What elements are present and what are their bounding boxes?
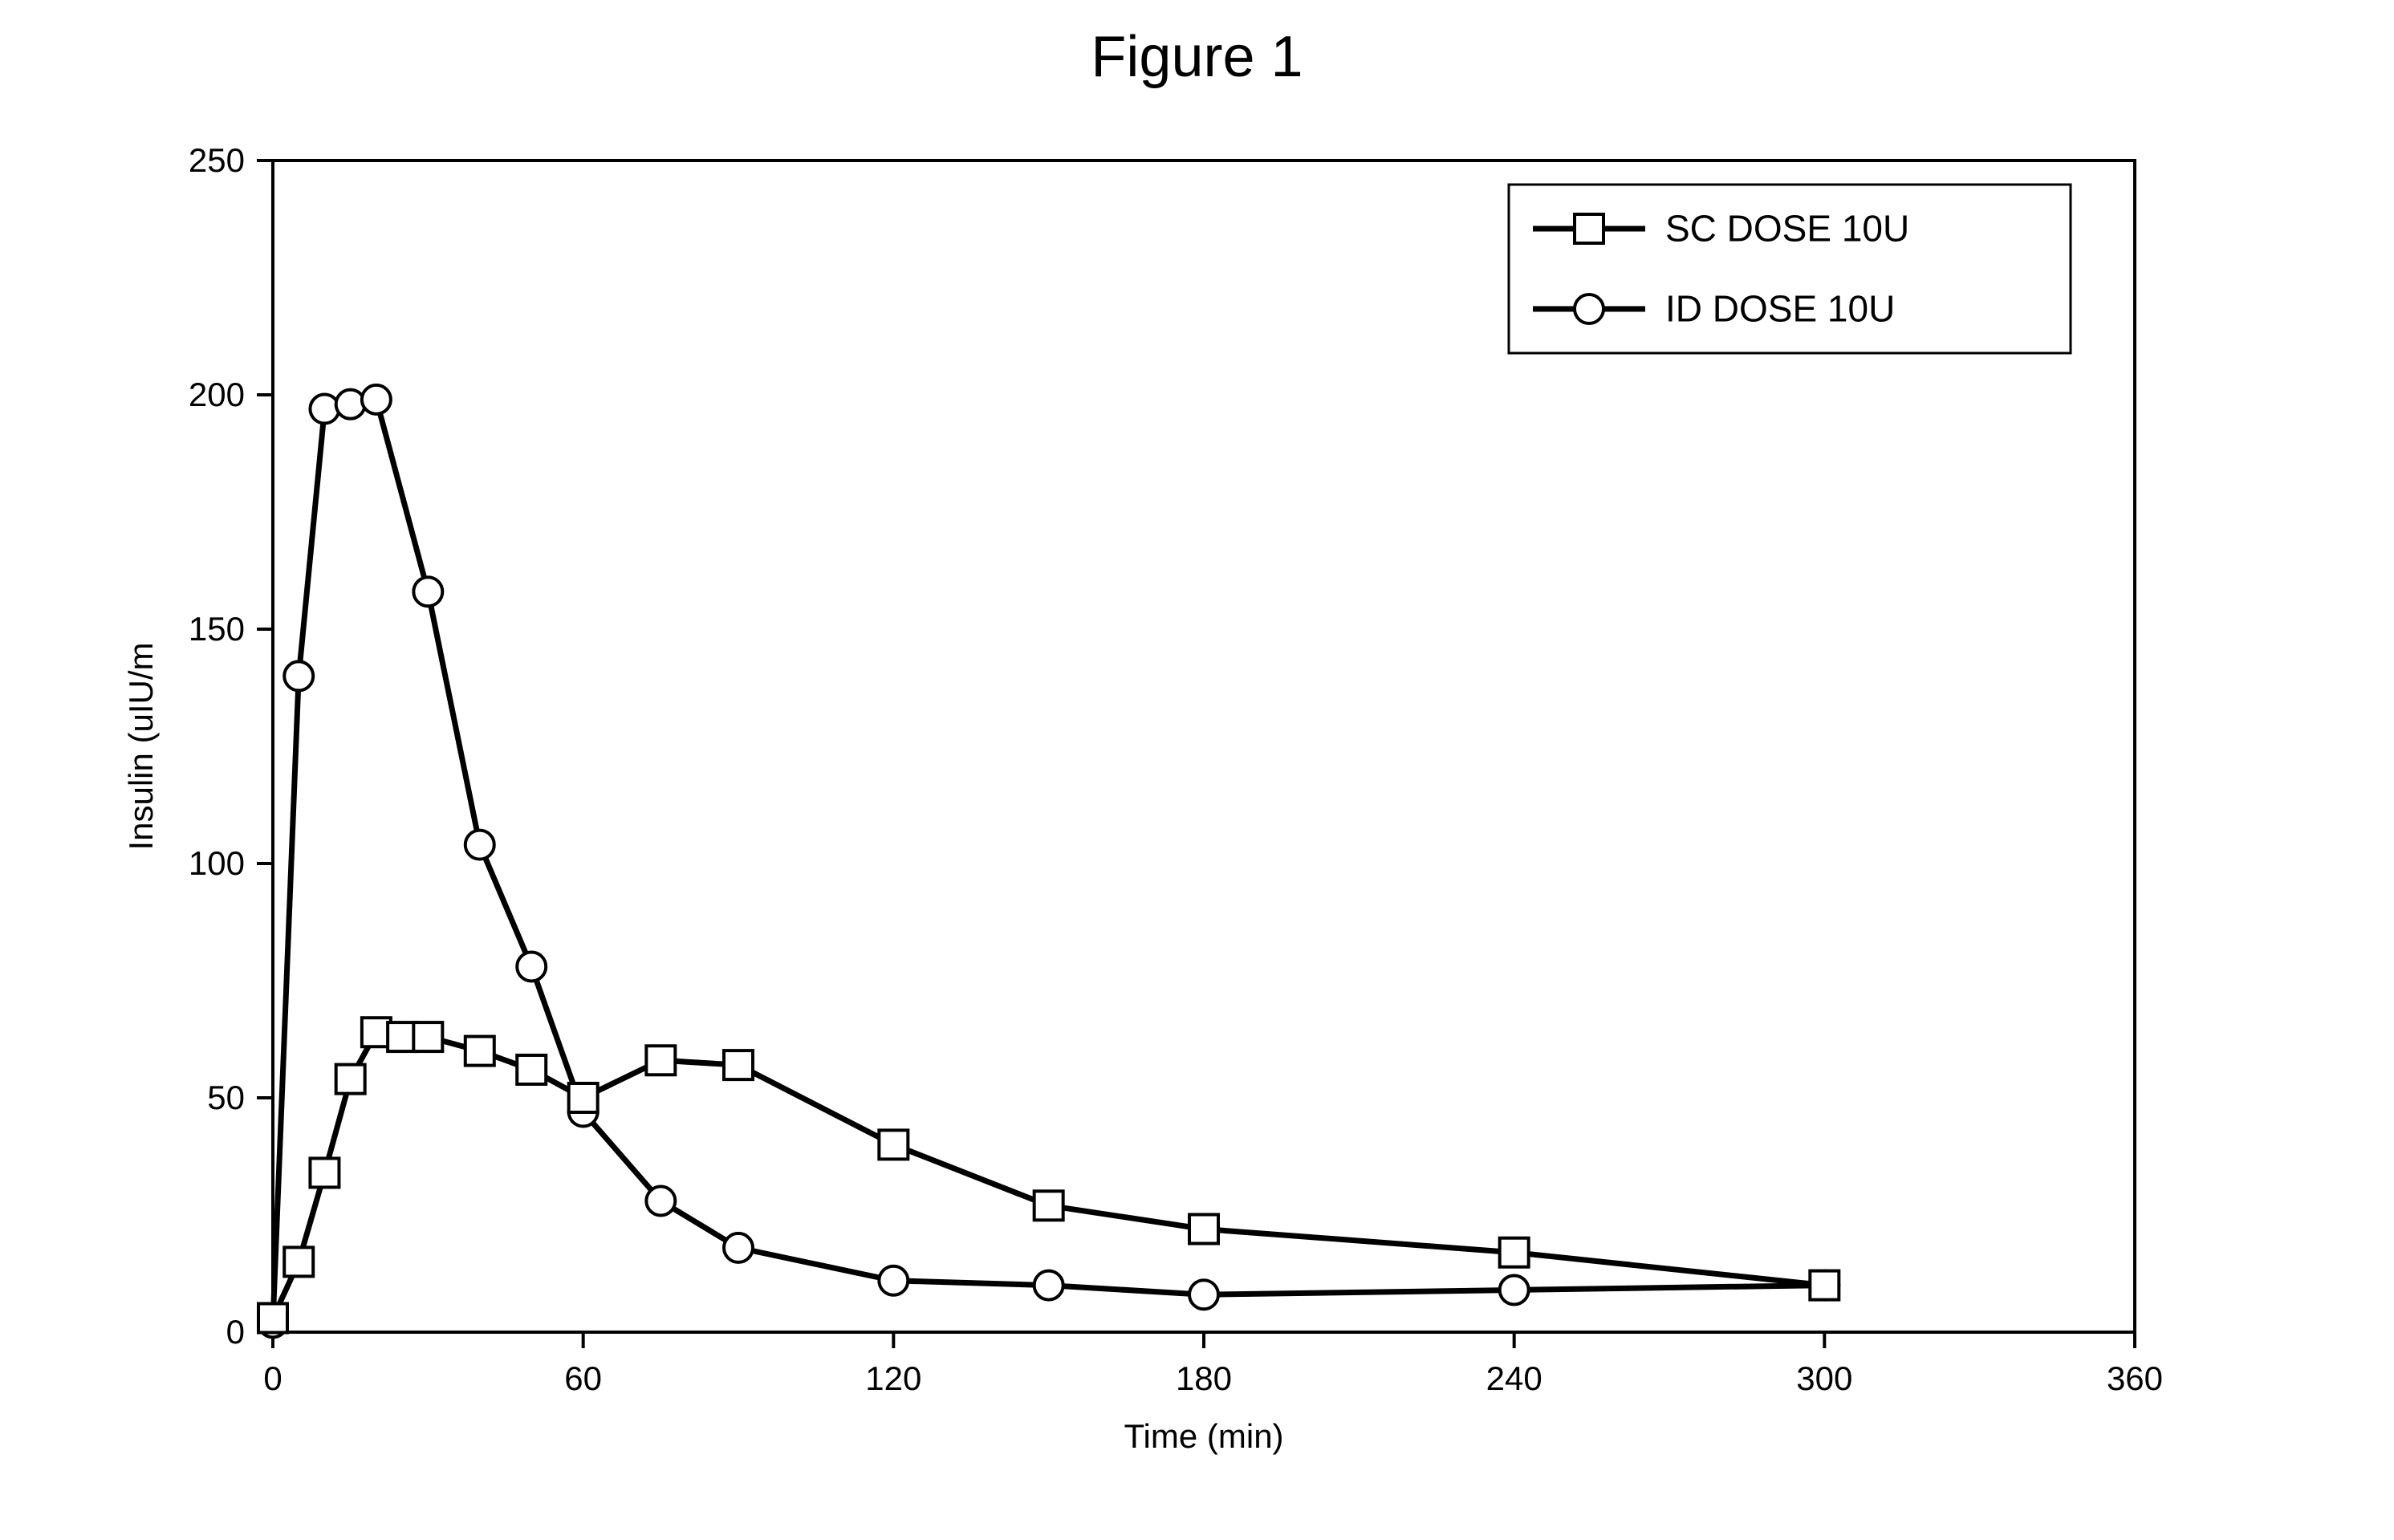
sc-marker bbox=[1810, 1271, 1839, 1300]
id-marker bbox=[1034, 1271, 1063, 1300]
id-marker bbox=[1500, 1275, 1529, 1304]
x-tick-label: 60 bbox=[564, 1359, 602, 1397]
y-axis-label: Insulin (uIU/m bbox=[122, 642, 160, 850]
y-tick-label: 100 bbox=[189, 844, 245, 882]
sc-marker bbox=[465, 1037, 494, 1066]
x-axis-label: Time (min) bbox=[1124, 1417, 1283, 1455]
sc-marker bbox=[310, 1158, 339, 1187]
id-marker bbox=[284, 661, 313, 690]
id-marker bbox=[465, 831, 494, 859]
sc-marker bbox=[1189, 1215, 1218, 1244]
id-marker bbox=[517, 952, 546, 981]
insulin-time-chart: 0 60 120 180 240 300 360 0 50 100 150 200 250 Time (m… bbox=[0, 0, 2394, 1540]
legend-label: SC DOSE 10U bbox=[1665, 207, 1909, 249]
id-marker bbox=[336, 390, 365, 419]
id-marker bbox=[646, 1186, 675, 1215]
x-tick-label: 240 bbox=[1486, 1359, 1542, 1397]
sc-marker bbox=[724, 1050, 753, 1079]
sc-marker bbox=[879, 1130, 908, 1159]
sc-marker bbox=[1500, 1238, 1529, 1267]
id-marker bbox=[1189, 1280, 1218, 1309]
sc-marker bbox=[1034, 1191, 1063, 1220]
x-tick-label: 0 bbox=[263, 1359, 282, 1397]
id-line bbox=[273, 400, 1824, 1323]
x-tick-label: 120 bbox=[865, 1359, 921, 1397]
sc-marker bbox=[258, 1303, 287, 1332]
x-tick-label: 180 bbox=[1176, 1359, 1232, 1397]
y-tick-label: 250 bbox=[189, 141, 245, 179]
id-marker bbox=[879, 1266, 908, 1295]
sc-marker bbox=[517, 1055, 546, 1084]
x-tick-label: 360 bbox=[2107, 1359, 2163, 1397]
id-marker bbox=[724, 1233, 753, 1262]
sc-marker bbox=[284, 1247, 313, 1276]
sc-marker bbox=[569, 1083, 598, 1112]
id-marker bbox=[413, 577, 442, 606]
sc-marker bbox=[646, 1046, 675, 1075]
y-tick-label: 50 bbox=[207, 1079, 245, 1116]
y-tick-label: 150 bbox=[189, 610, 245, 648]
legend-marker bbox=[1575, 295, 1603, 323]
sc-marker bbox=[413, 1022, 442, 1051]
id-marker bbox=[310, 395, 339, 424]
legend-marker bbox=[1575, 214, 1603, 243]
id-marker bbox=[362, 385, 391, 414]
legend-label: ID DOSE 10U bbox=[1665, 287, 1895, 329]
legend: SC DOSE 10U ID DOSE 10U bbox=[1509, 185, 2071, 353]
sc-marker bbox=[336, 1065, 365, 1094]
y-tick-label: 0 bbox=[226, 1313, 245, 1351]
x-tick-label: 300 bbox=[1796, 1359, 1852, 1397]
figure-title: Figure 1 bbox=[0, 24, 2394, 90]
y-tick-label: 200 bbox=[189, 376, 245, 413]
